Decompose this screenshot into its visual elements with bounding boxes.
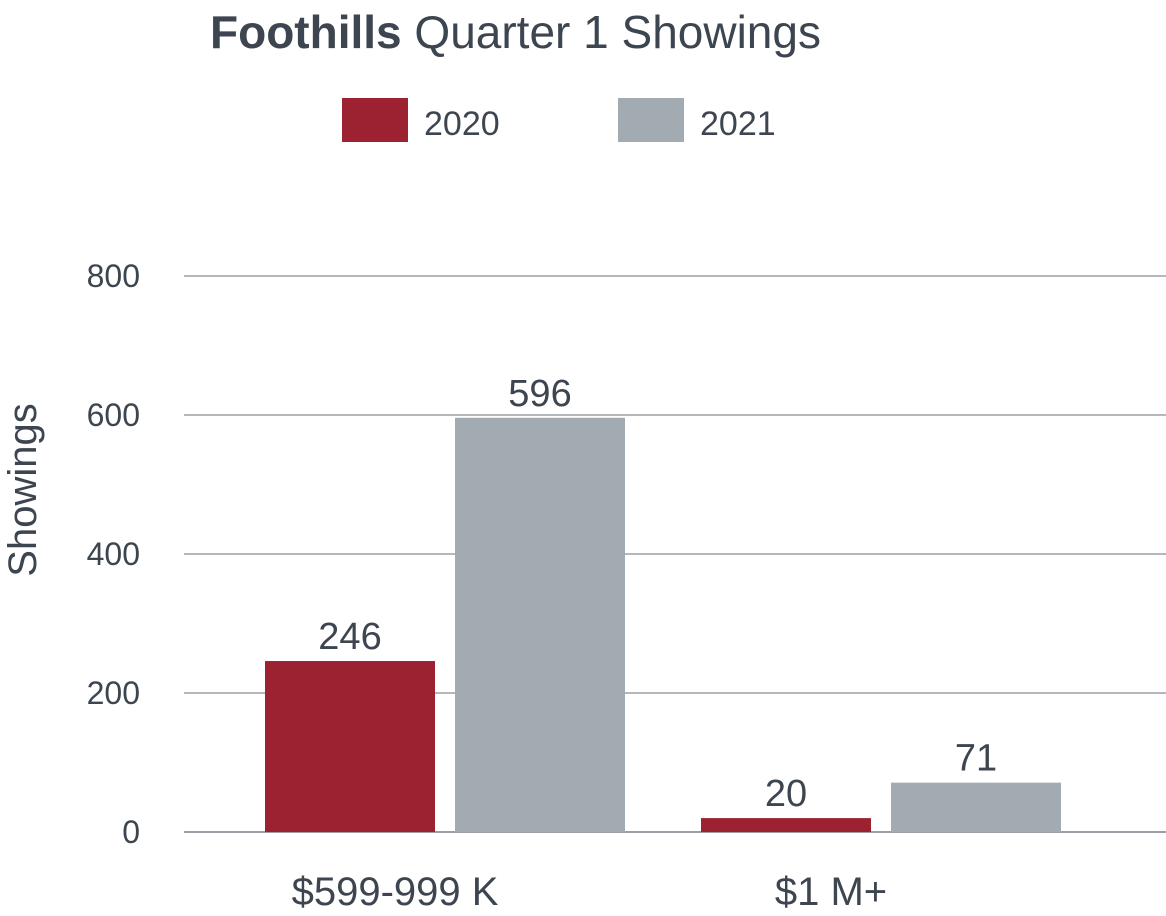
data-labels: 246 596 20 71 (318, 373, 997, 815)
y-tick-label: 400 (87, 536, 140, 572)
x-tick-labels: $599-999 K $1 M+ (292, 870, 888, 914)
data-label: 596 (508, 373, 571, 415)
bar-2020-1 (701, 818, 871, 832)
data-label: 246 (318, 616, 381, 658)
data-label: 71 (955, 738, 997, 780)
legend-label-2021: 2021 (700, 105, 776, 143)
y-tick-label: 0 (122, 814, 140, 850)
y-tick-label: 600 (87, 397, 140, 433)
legend: 2020 2021 (342, 98, 776, 143)
bar-2020-0 (265, 661, 435, 832)
y-axis-label: Showings (1, 403, 45, 576)
y-tick-labels: 0 200 400 600 800 (87, 258, 140, 850)
x-tick-label: $1 M+ (775, 870, 887, 914)
legend-swatch-2020 (342, 98, 408, 142)
bar-2021-0 (455, 417, 625, 832)
chart-title-bold: Foothills (210, 6, 402, 58)
x-tick-label: $599-999 K (292, 870, 499, 914)
bar-2021-1 (891, 782, 1061, 832)
data-label: 20 (765, 773, 807, 815)
legend-label-2020: 2020 (424, 105, 500, 143)
y-tick-label: 800 (87, 258, 140, 294)
bars (265, 417, 1061, 832)
chart-title: Foothills Quarter 1 Showings (210, 6, 821, 58)
chart-title-rest: Quarter 1 Showings (402, 6, 821, 58)
y-tick-label: 200 (87, 675, 140, 711)
legend-swatch-2021 (618, 98, 684, 142)
